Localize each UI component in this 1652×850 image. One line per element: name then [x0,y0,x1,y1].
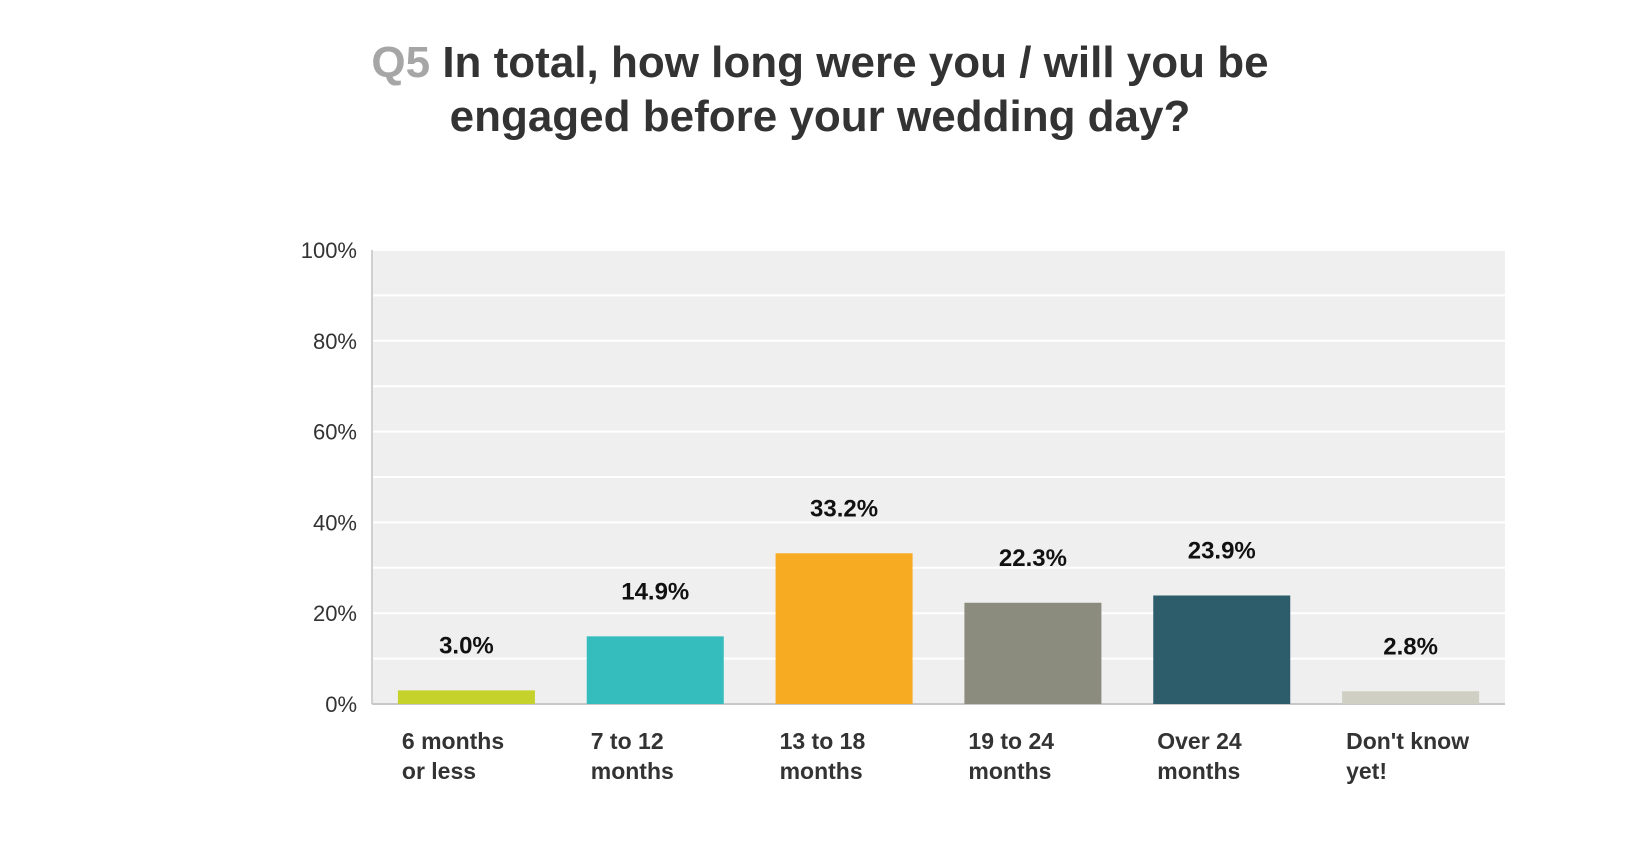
x-tick-label: 7 to 12 [591,728,664,754]
x-tick-label: 13 to 18 [780,728,866,754]
y-tick-label: 20% [313,601,357,626]
data-label: 22.3% [999,545,1067,572]
y-tick-label: 80% [313,329,357,354]
question-number: Q5 [371,38,431,87]
x-tick-label: Don't know [1346,728,1469,754]
data-label: 2.8% [1383,633,1438,660]
x-tick-label: Over 24 [1157,728,1242,754]
y-tick-label: 100% [301,238,357,263]
x-tick-label: months [1157,758,1240,784]
bar [775,553,913,704]
y-tick-label: 40% [313,510,357,535]
data-label: 3.0% [439,632,494,659]
title-line-2: engaged before your wedding day? [449,92,1191,141]
bar [586,636,724,704]
x-tick-label: months [780,758,863,784]
bar [1342,691,1480,704]
x-tick-label: yet! [1346,758,1387,784]
data-label: 33.2% [810,495,878,522]
x-tick-label: or less [402,758,476,784]
bar [1153,595,1291,704]
y-tick-label: 0% [325,692,357,717]
title-line-1: In total, how long were you / will you b… [442,38,1269,87]
y-tick-label: 60% [313,420,357,445]
bar [964,602,1102,704]
x-tick-label: months [968,758,1051,784]
data-label: 14.9% [621,578,689,605]
x-tick-label: months [591,758,674,784]
bar [397,690,535,704]
x-tick-label: 19 to 24 [968,728,1054,754]
chart-title: Q5 In total, how long were you / will yo… [300,36,1340,144]
x-tick-label: 6 months [402,728,504,754]
data-label: 23.9% [1188,537,1256,564]
